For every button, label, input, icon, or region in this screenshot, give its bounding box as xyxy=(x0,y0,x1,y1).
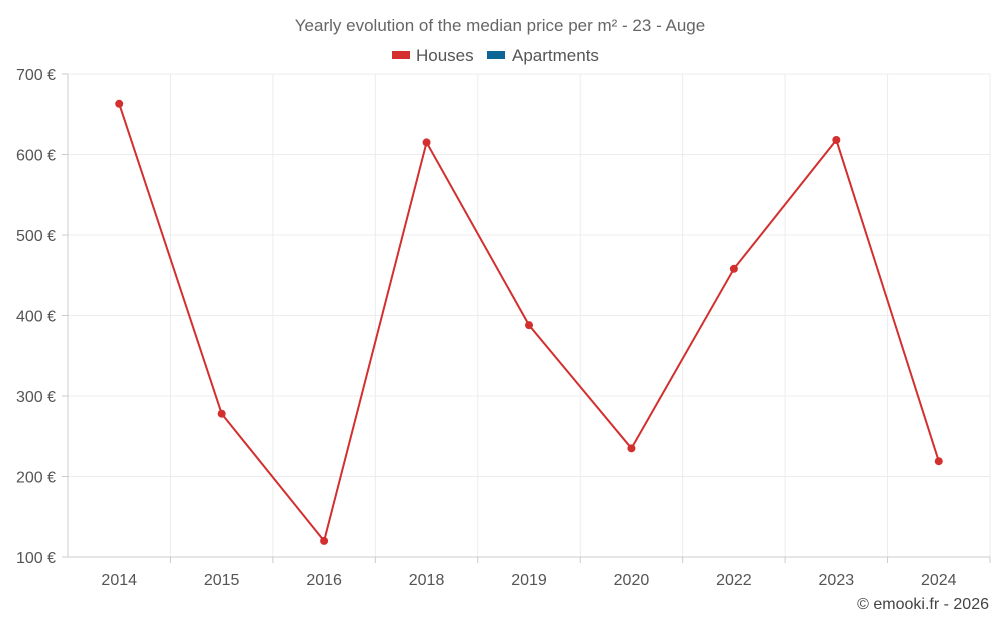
data-point-houses[interactable] xyxy=(320,536,329,545)
credit-text: © emooki.fr - 2026 xyxy=(857,596,989,613)
x-tick-label: 2024 xyxy=(921,572,957,589)
y-tick-label: 300 € xyxy=(16,389,56,406)
x-tick-label: 2014 xyxy=(101,572,137,589)
y-axis-labels: 100 € 200 € 300 € 400 € 500 € 600 € 700 € xyxy=(16,67,56,567)
legend-swatch-apartments[interactable] xyxy=(487,51,505,59)
y-tick-label: 100 € xyxy=(16,550,56,567)
data-point-houses[interactable] xyxy=(627,444,636,453)
chart-title: Yearly evolution of the median price per… xyxy=(295,16,705,35)
x-tick-label: 2019 xyxy=(511,572,547,589)
x-axis-labels: 2014 2015 2016 2018 2019 2020 2022 2023 2024 xyxy=(101,572,956,589)
series xyxy=(115,99,943,545)
legend-label-apartments[interactable]: Apartments xyxy=(512,46,599,65)
y-tick-label: 500 € xyxy=(16,228,56,245)
legend-swatch-houses[interactable] xyxy=(392,51,410,59)
legend: Houses Apartments xyxy=(392,46,599,65)
data-point-houses[interactable] xyxy=(422,138,431,147)
data-point-houses[interactable] xyxy=(115,99,124,108)
x-tick-label: 2020 xyxy=(614,572,650,589)
y-tick-label: 400 € xyxy=(16,309,56,326)
grid xyxy=(68,73,991,557)
data-point-houses[interactable] xyxy=(217,409,226,418)
y-tick-label: 200 € xyxy=(16,470,56,487)
axes xyxy=(62,73,991,563)
x-tick-label: 2023 xyxy=(819,572,855,589)
x-tick-label: 2018 xyxy=(409,572,445,589)
y-tick-label: 700 € xyxy=(16,67,56,84)
data-point-houses[interactable] xyxy=(934,457,943,466)
x-tick-label: 2016 xyxy=(306,572,342,589)
data-point-houses[interactable] xyxy=(525,321,533,330)
legend-label-houses[interactable]: Houses xyxy=(416,46,474,65)
data-point-houses[interactable] xyxy=(729,264,738,273)
x-tick-label: 2015 xyxy=(204,572,240,589)
y-tick-label: 600 € xyxy=(16,148,56,165)
x-tick-label: 2022 xyxy=(716,572,752,589)
data-point-houses[interactable] xyxy=(832,136,841,145)
